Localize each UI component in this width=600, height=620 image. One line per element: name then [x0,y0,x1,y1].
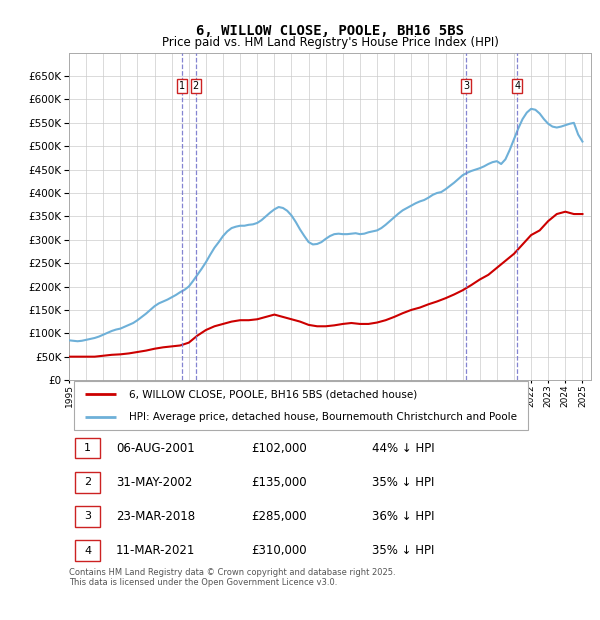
FancyBboxPatch shape [75,540,100,560]
Text: HPI: Average price, detached house, Bournemouth Christchurch and Poole: HPI: Average price, detached house, Bour… [129,412,517,422]
FancyBboxPatch shape [75,438,100,459]
FancyBboxPatch shape [74,381,529,430]
Text: £310,000: £310,000 [252,544,307,557]
Text: 44% ↓ HPI: 44% ↓ HPI [372,442,434,454]
Text: 6, WILLOW CLOSE, POOLE, BH16 5BS: 6, WILLOW CLOSE, POOLE, BH16 5BS [196,24,464,38]
Text: 1: 1 [179,81,185,91]
FancyBboxPatch shape [75,472,100,492]
Text: 6, WILLOW CLOSE, POOLE, BH16 5BS (detached house): 6, WILLOW CLOSE, POOLE, BH16 5BS (detach… [129,389,417,399]
Text: 35% ↓ HPI: 35% ↓ HPI [372,544,434,557]
Text: 1: 1 [84,443,91,453]
Text: Contains HM Land Registry data © Crown copyright and database right 2025.
This d: Contains HM Land Registry data © Crown c… [69,568,395,587]
Text: 06-AUG-2001: 06-AUG-2001 [116,442,195,454]
Text: Price paid vs. HM Land Registry's House Price Index (HPI): Price paid vs. HM Land Registry's House … [161,36,499,49]
Text: £135,000: £135,000 [252,476,307,489]
Text: 3: 3 [84,512,91,521]
Text: 36% ↓ HPI: 36% ↓ HPI [372,510,434,523]
Text: 11-MAR-2021: 11-MAR-2021 [116,544,196,557]
Text: 31-MAY-2002: 31-MAY-2002 [116,476,193,489]
Text: 3: 3 [463,81,469,91]
Text: 2: 2 [84,477,91,487]
Text: 4: 4 [84,546,91,556]
Text: £285,000: £285,000 [252,510,307,523]
Text: £102,000: £102,000 [252,442,307,454]
Text: 35% ↓ HPI: 35% ↓ HPI [372,476,434,489]
Text: 23-MAR-2018: 23-MAR-2018 [116,510,195,523]
Text: 4: 4 [514,81,520,91]
Text: 2: 2 [193,81,199,91]
FancyBboxPatch shape [75,506,100,527]
